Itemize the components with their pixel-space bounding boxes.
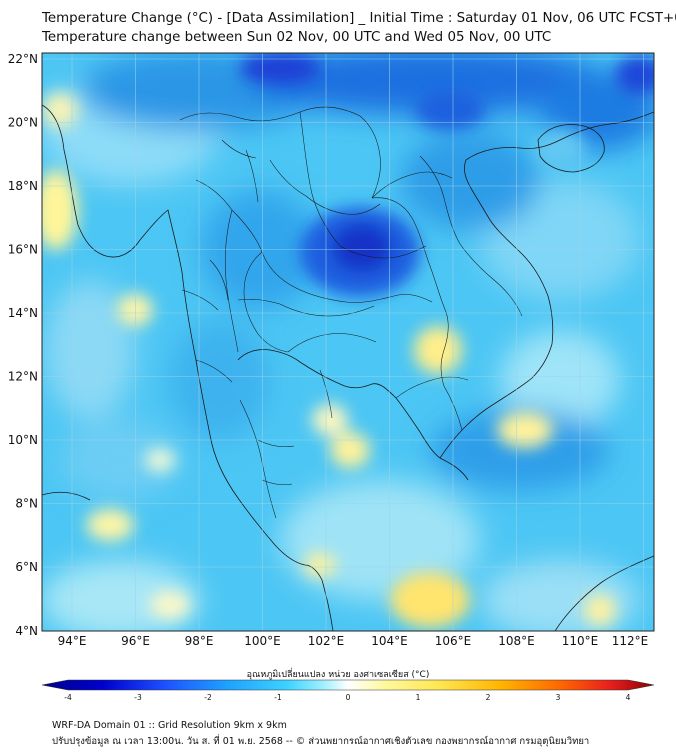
lat-tick-label: 16°N (8, 243, 38, 257)
colorbar-scale (41, 679, 655, 691)
colorbar-tick-label: -3 (134, 693, 142, 702)
lat-tick-label: 10°N (8, 433, 38, 447)
colorbar-tick-label: 4 (626, 693, 631, 702)
colorbar-tick-label: 3 (556, 693, 561, 702)
colorbar-tick-label: 2 (486, 693, 491, 702)
colorbar-label: อุณหภูมิเปลี่ยนแปลง หน่วย องศาเซลเซียส (… (246, 670, 430, 680)
temperature-change-map: 22°N 20°N 18°N 16°N 14°N 12°N 10°N 8°N 6… (8, 52, 655, 648)
footer-credit: ปรับปรุงข้อมูล ณ เวลา 13:00น. วัน ส. ที่… (52, 736, 590, 747)
lon-axis-labels: 94°E 96°E 98°E 100°E 102°E 104°E 106°E 1… (58, 634, 649, 648)
map-gridlines (42, 53, 654, 631)
lon-tick-label: 104°E (371, 634, 408, 648)
lon-tick-label: 110°E (562, 634, 599, 648)
lat-axis-labels: 22°N 20°N 18°N 16°N 14°N 12°N 10°N 8°N 6… (8, 52, 38, 638)
lon-tick-label: 112°E (612, 634, 649, 648)
colorbar-tick-label: -2 (204, 693, 212, 702)
lon-tick-label: 106°E (435, 634, 472, 648)
colorbar-ticks: -4 -3 -2 -1 0 1 2 3 4 (64, 693, 630, 702)
province-borders (179, 106, 523, 519)
colorbar-tick-label: 0 (346, 693, 351, 702)
lat-tick-label: 12°N (8, 370, 38, 384)
temperature-field (42, 53, 654, 631)
lon-tick-label: 108°E (498, 634, 535, 648)
lat-tick-label: 6°N (15, 560, 38, 574)
lon-tick-label: 96°E (121, 634, 150, 648)
lon-tick-label: 102°E (308, 634, 345, 648)
lon-tick-label: 100°E (244, 634, 281, 648)
colorbar-tick-label: -1 (274, 693, 282, 702)
lat-tick-label: 20°N (8, 116, 38, 130)
lat-tick-label: 4°N (15, 624, 38, 638)
coastlines (42, 104, 654, 631)
lon-tick-label: 94°E (58, 634, 87, 648)
map-subtitle: Temperature change between Sun 02 Nov, 0… (42, 30, 552, 45)
map-title: Temperature Change (°C) - [Data Assimila… (42, 11, 676, 26)
footer-model-info: WRF-DA Domain 01 :: Grid Resolution 9km … (52, 720, 287, 731)
lat-tick-label: 8°N (15, 497, 38, 511)
lat-tick-label: 22°N (8, 52, 38, 66)
map-frame (41, 52, 655, 632)
lat-tick-label: 18°N (8, 179, 38, 193)
lat-tick-label: 14°N (8, 306, 38, 320)
colorbar-tick-label: -4 (64, 693, 72, 702)
colorbar: -4 -3 -2 -1 0 1 2 3 4 (41, 679, 655, 702)
colorbar-tick-label: 1 (416, 693, 421, 702)
lon-tick-label: 98°E (185, 634, 214, 648)
